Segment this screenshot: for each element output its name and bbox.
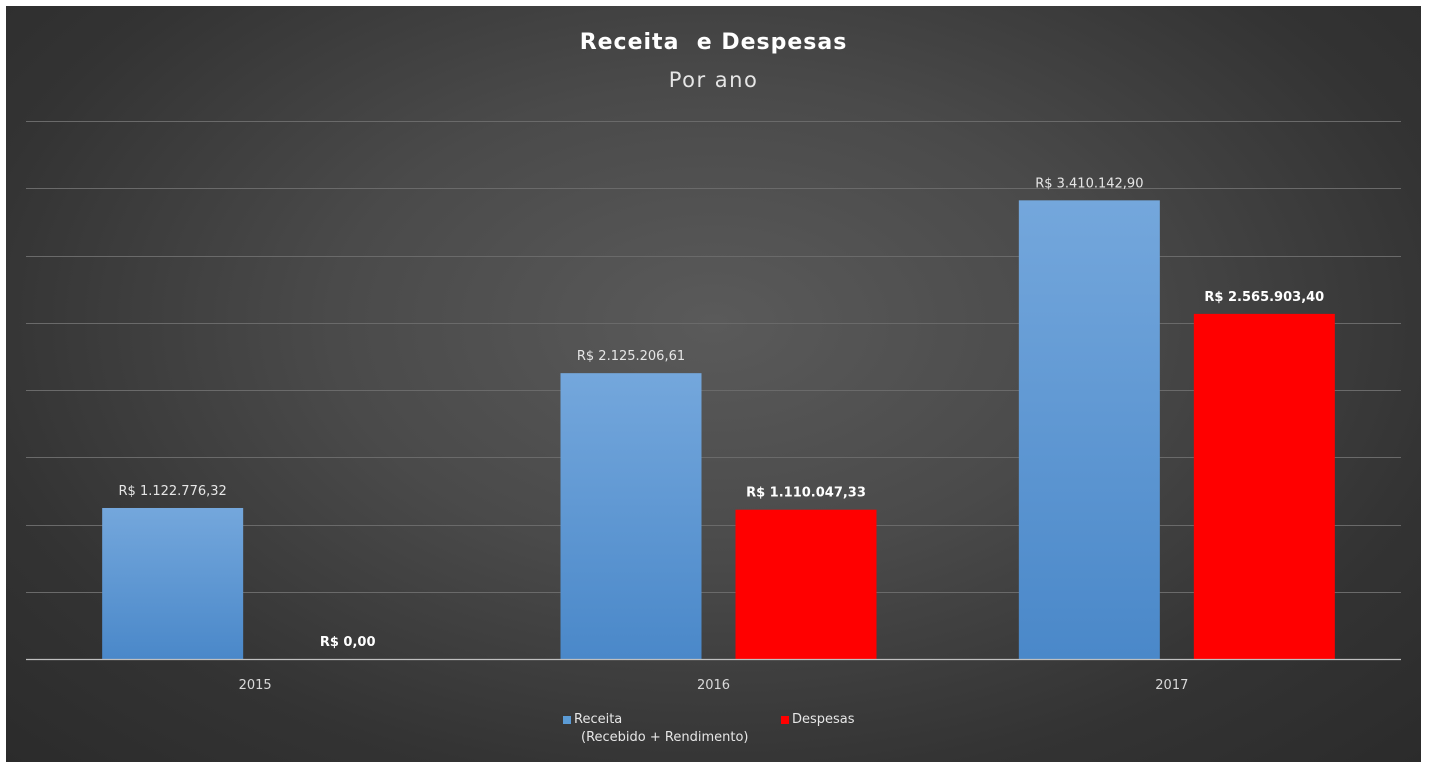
chart-subtitle: Por ano	[668, 68, 759, 92]
data-label-receita-2016: R$ 2.125.206,61	[577, 349, 685, 364]
bars	[102, 200, 1335, 659]
bar-receita-2016	[560, 373, 702, 659]
chart-area: Receita e Despesas Por ano 2015 2016 2017 …	[6, 6, 1421, 762]
x-tick-label-2015: 2015	[239, 678, 272, 693]
legend-swatch-despesas	[781, 716, 789, 724]
legend-label-receita: Receita	[574, 712, 623, 727]
x-axis: 2015 2016 2017	[26, 658, 1401, 693]
data-label-receita-2017: R$ 3.410.142,90	[1035, 176, 1143, 191]
bar-receita-2017	[1018, 200, 1160, 659]
bar-despesas-2017	[1193, 313, 1335, 659]
data-label-receita-2015: R$ 1.122.776,32	[119, 484, 227, 499]
chart-title: Receita e Despesas	[579, 30, 848, 55]
data-label-despesas-2015: R$ 0,00	[320, 635, 376, 650]
data-label-despesas-2017: R$ 2.565.903,40	[1204, 290, 1324, 305]
legend-swatch-receita	[563, 716, 571, 724]
gridlines	[26, 121, 1401, 593]
x-tick-label-2016: 2016	[697, 678, 730, 693]
bar-despesas-2016	[735, 509, 877, 659]
legend-label-receita-line2: (Recebido + Rendimento)	[581, 730, 749, 745]
legend-item-receita-line2: (Recebido + Rendimento)	[581, 730, 748, 745]
data-label-despesas-2016: R$ 1.110.047,33	[746, 486, 866, 501]
data-labels: R$ 1.122.776,32 R$ 0,00 R$ 2.125.206,61 R$ …	[119, 176, 1325, 650]
bar-receita-2015	[102, 507, 244, 659]
chart-plot: 2015 2016 2017 R$ 1.122.776,32 R$ 0,00 R$ 2.…	[26, 121, 1401, 693]
legend-label-despesas: Despesas	[792, 712, 855, 727]
x-tick-label-2017: 2017	[1155, 678, 1188, 693]
